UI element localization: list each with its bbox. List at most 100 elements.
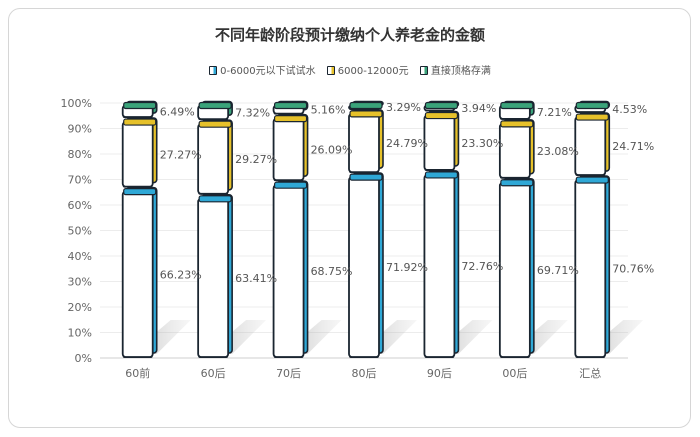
bar-segment-2: [121, 100, 158, 119]
y-tick-label: 10%: [68, 327, 92, 340]
bar-segment-2: [197, 100, 233, 121]
bar-cap: [273, 181, 308, 189]
data-label: 24.71%: [612, 140, 654, 153]
data-label: 66.23%: [160, 268, 202, 281]
legend-label-0: 0-6000元以下试试水: [220, 66, 316, 77]
data-label: 26.09%: [311, 143, 353, 156]
y-tick-label: 40%: [68, 250, 92, 263]
y-tick-label: 50%: [68, 225, 92, 238]
bar-cap: [500, 179, 534, 187]
x-tick-label: 90后: [427, 367, 452, 380]
bar-cap: [349, 110, 383, 118]
data-label: 7.21%: [537, 106, 572, 119]
bar-segment-1: [574, 112, 611, 177]
bar-face: [197, 123, 230, 195]
x-tick-label: 70后: [276, 367, 301, 380]
bar-cap: [198, 120, 232, 128]
data-label: 70.76%: [612, 263, 654, 276]
chart-legend: 0-6000元以下试试水 6000-12000元 直接顶格存满: [0, 62, 700, 77]
bar-segment-1: [197, 119, 233, 195]
bar-face: [498, 122, 531, 179]
x-tick-label: 00后: [502, 367, 527, 380]
bar-face: [121, 121, 154, 188]
legend-swatch-1: [326, 65, 335, 75]
x-tick-label: 60后: [201, 367, 226, 380]
bar-cap: [198, 101, 232, 110]
y-tick-label: 100%: [61, 97, 92, 110]
bar-segment-1: [348, 109, 384, 174]
bar-face: [574, 116, 607, 176]
data-label: 7.32%: [235, 106, 270, 119]
bar-segment-0: [348, 172, 384, 358]
data-label: 72.76%: [461, 260, 503, 273]
legend-swatch-2: [419, 65, 428, 75]
bar-segment-0: [272, 180, 309, 358]
bar-face: [121, 190, 154, 358]
y-tick-label: 0%: [75, 352, 92, 365]
data-label: 29.27%: [235, 153, 277, 166]
bar-face: [574, 179, 607, 358]
bar-segment-2: [272, 100, 309, 115]
y-tick-label: 20%: [68, 301, 92, 314]
bar-cap: [123, 118, 157, 126]
bar-segment-2: [498, 100, 535, 120]
y-tick-label: 90%: [68, 123, 92, 136]
bar-cap: [123, 101, 157, 110]
data-label: 68.75%: [311, 265, 353, 278]
data-label: 71.92%: [386, 261, 428, 274]
data-label: 69.71%: [537, 264, 579, 277]
legend-swatch-0: [209, 65, 218, 75]
bar-face: [348, 176, 380, 358]
legend-label-2: 直接顶格存满: [430, 66, 491, 77]
bar-segment-1: [272, 113, 309, 182]
bar-segment-2: [348, 100, 384, 111]
data-label: 6.49%: [160, 105, 195, 118]
bar-cap: [349, 173, 383, 181]
bar-segment-0: [574, 175, 611, 358]
y-tick-label: 60%: [68, 199, 92, 212]
bar-segment-0: [197, 194, 233, 358]
bar-cap: [500, 120, 534, 128]
bar-cap: [424, 171, 459, 179]
bar-segment-0: [498, 177, 535, 358]
bar-segment-1: [423, 110, 460, 171]
bar-face: [498, 181, 531, 358]
bar-cap: [575, 176, 609, 184]
x-tick-label: 汇总: [579, 366, 601, 380]
bar-face: [197, 197, 230, 358]
bar-face: [423, 174, 456, 358]
bar-face: [272, 117, 305, 182]
bar-cap: [575, 101, 609, 110]
bar-cap: [198, 195, 232, 203]
bar-face: [348, 112, 380, 174]
data-label: 23.08%: [537, 145, 579, 158]
bar-cap: [273, 101, 308, 110]
data-label: 23.30%: [461, 137, 503, 150]
y-tick-label: 80%: [68, 148, 92, 161]
data-label: 24.79%: [386, 137, 428, 150]
legend-item-series-1: 6000-12000元: [326, 62, 409, 77]
bar-face: [423, 114, 456, 171]
data-label: 4.53%: [612, 103, 647, 116]
bar-cap: [273, 115, 308, 123]
data-label: 3.29%: [386, 101, 421, 114]
y-tick-label: 30%: [68, 276, 92, 289]
bar-cap: [424, 101, 459, 110]
bar-cap: [349, 101, 383, 110]
data-label: 5.16%: [311, 104, 346, 117]
bar-segment-0: [423, 170, 460, 358]
chart-title: 不同年龄阶段预计缴纳个人养老金的金额: [214, 26, 485, 44]
data-label: 63.41%: [235, 272, 277, 285]
bar-segment-2: [574, 100, 611, 114]
legend-item-series-0: 0-6000元以下试试水: [209, 62, 316, 77]
bar-cap: [500, 101, 534, 110]
bar-segment-2: [423, 100, 460, 112]
legend-label-1: 6000-12000元: [337, 66, 409, 77]
bar-face: [272, 184, 305, 358]
data-label: 27.27%: [160, 148, 202, 161]
bar-cap: [123, 188, 157, 196]
y-tick-label: 70%: [68, 174, 92, 187]
bar-segment-1: [121, 117, 158, 188]
bar-segment-1: [498, 119, 535, 179]
